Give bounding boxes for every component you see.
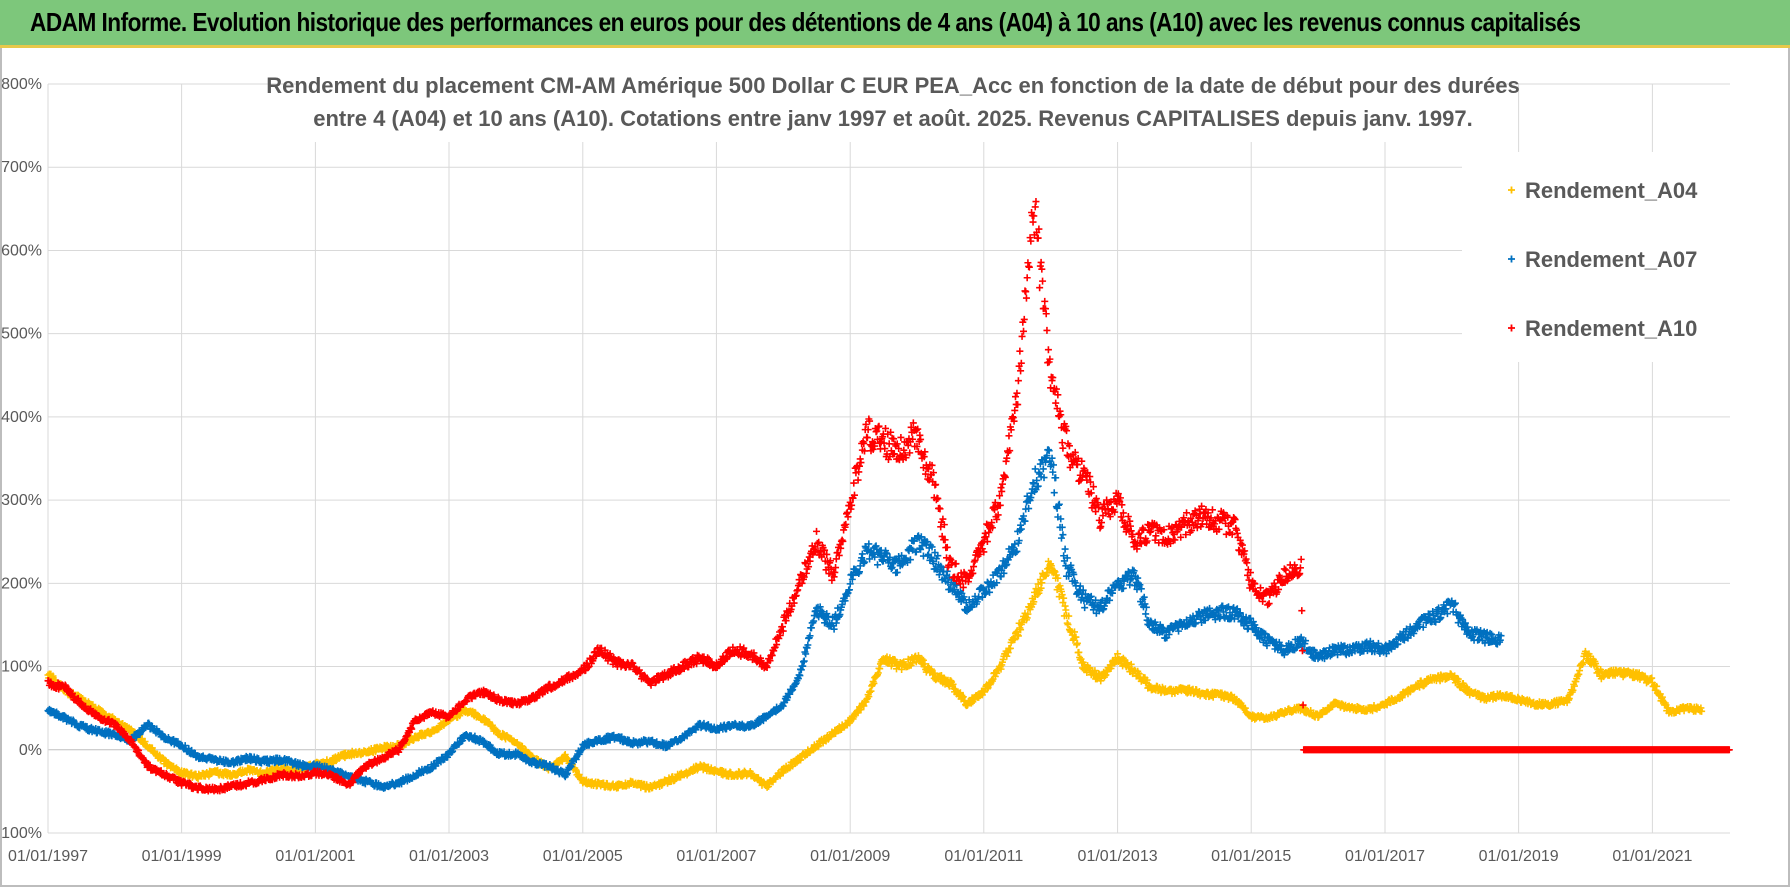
- y-tick-label: 800%: [1, 76, 42, 93]
- data-points: [44, 198, 1733, 795]
- x-tick-label: 01/01/2019: [1479, 848, 1559, 865]
- y-tick-label: 400%: [1, 409, 42, 426]
- data-point: [874, 561, 882, 569]
- data-point: [1024, 610, 1032, 618]
- data-point: [919, 656, 927, 664]
- data-point: [1031, 465, 1039, 473]
- data-point: [1057, 534, 1065, 542]
- data-point: [1030, 598, 1038, 606]
- data-point: [1653, 682, 1661, 690]
- data-point: [1072, 633, 1080, 641]
- data-point: [1698, 707, 1706, 715]
- x-tick-label: 01/01/2011: [944, 848, 1023, 865]
- data-point: [1142, 610, 1150, 618]
- data-point: [1033, 590, 1041, 598]
- title-banner: ADAM Informe. Evolution historique des p…: [0, 0, 1790, 48]
- y-tick-label: 100%: [1, 659, 42, 676]
- x-axis-ticks: 01/01/1997 01/01/1999 01/01/2001 01/01/2003…: [8, 848, 1693, 865]
- y-tick-label: 300%: [1, 492, 42, 509]
- data-point: [1034, 580, 1042, 588]
- x-tick-label: 01/01/2005: [543, 848, 623, 865]
- y-tick-label: 200%: [1, 575, 42, 592]
- x-tick-label: 01/01/2015: [1211, 848, 1291, 865]
- data-point: [1038, 579, 1046, 587]
- series-Rendement_A04: [44, 557, 1706, 793]
- y-tick-label: 0%: [19, 742, 42, 759]
- x-tick-label: 01/01/2009: [810, 848, 890, 865]
- x-tick-label: 01/01/2021: [1612, 848, 1692, 865]
- data-point: [1143, 676, 1151, 684]
- x-tick-label: 01/01/1997: [8, 848, 88, 865]
- y-tick-label: 600%: [1, 242, 42, 259]
- data-point: [1058, 591, 1066, 599]
- x-tick-label: 01/01/2017: [1345, 848, 1425, 865]
- data-point: [1579, 659, 1587, 667]
- banner-title: ADAM Informe. Evolution historique des p…: [30, 7, 1581, 37]
- data-point: [1569, 686, 1577, 694]
- data-point: [1047, 562, 1055, 570]
- data-point: [1054, 574, 1062, 582]
- data-point: [1060, 594, 1068, 602]
- data-point: [1014, 632, 1022, 640]
- data-point: [1044, 565, 1052, 573]
- data-point: [1073, 639, 1081, 647]
- y-tick-label: - 100%: [0, 825, 42, 842]
- data-point: [1454, 675, 1462, 683]
- data-point: [1114, 650, 1122, 658]
- x-tick-label: 01/01/1999: [142, 848, 222, 865]
- data-point: [1065, 612, 1073, 620]
- y-tick-label: 500%: [1, 326, 42, 343]
- data-point: [1081, 604, 1089, 612]
- x-tick-label: 01/01/2001: [275, 848, 355, 865]
- y-axis-ticks: - 100% 0% 100% 200% 300% 400% 500% 600% 700% 800%: [0, 76, 42, 842]
- x-tick-label: 01/01/2013: [1078, 848, 1158, 865]
- x-tick-label: 01/01/2003: [409, 848, 489, 865]
- data-point: [1011, 636, 1019, 644]
- series-Rendement_A07: [44, 446, 1505, 792]
- data-point: [1061, 545, 1069, 553]
- data-point: [1036, 576, 1044, 584]
- data-point: [1064, 621, 1072, 629]
- data-point: [893, 568, 901, 576]
- data-point: [898, 665, 906, 673]
- data-point: [1050, 489, 1058, 497]
- data-point: [1052, 571, 1060, 579]
- y-tick-label: 700%: [1, 159, 42, 176]
- x-tick-label: 01/01/2007: [676, 848, 756, 865]
- data-point: [1059, 531, 1067, 539]
- data-point: [1006, 644, 1014, 652]
- data-point: [1091, 667, 1099, 675]
